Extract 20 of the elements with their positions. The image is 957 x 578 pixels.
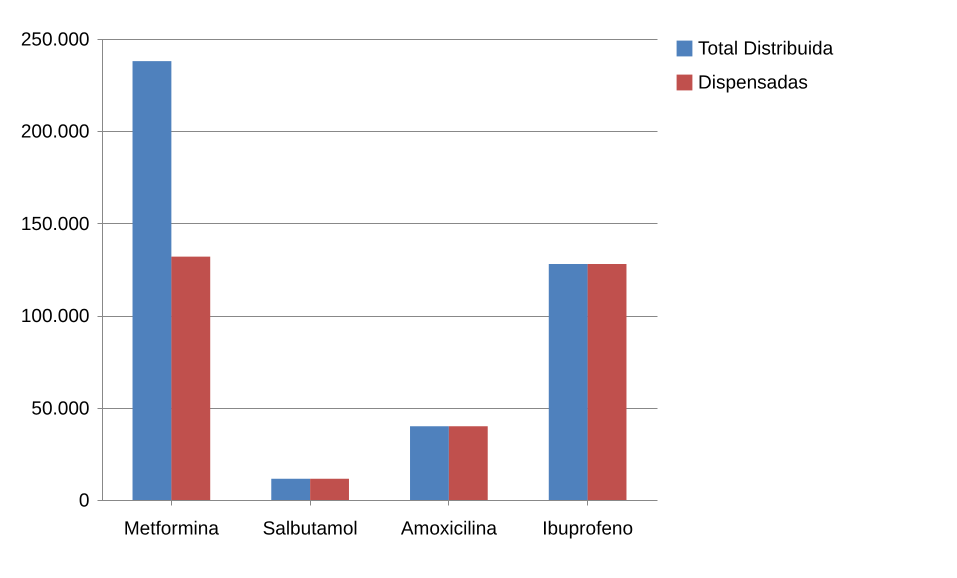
bar — [588, 264, 626, 500]
legend-label: Total Distribuida — [698, 38, 834, 60]
bar — [271, 478, 310, 500]
bar — [310, 478, 349, 500]
bar — [448, 426, 488, 500]
y-tick-label: 200.000 — [20, 122, 90, 143]
y-tick-label: 150.000 — [20, 214, 90, 235]
y-tick-label: 100.000 — [20, 306, 90, 328]
bar — [171, 256, 210, 500]
y-tick-label: 50.000 — [31, 398, 90, 420]
y-tick-label: 250.000 — [20, 30, 90, 50]
bar — [410, 426, 449, 500]
legend-label: Dispensadas — [698, 72, 808, 94]
y-tick-label: 0 — [78, 490, 90, 512]
x-tick-label: Amoxicilina — [400, 518, 498, 540]
bar — [132, 61, 172, 500]
x-tick-label: Ibuprofeno — [542, 518, 634, 540]
x-tick-label: Salbutamol — [262, 518, 358, 540]
x-tick-label: Metformina — [124, 518, 220, 540]
bar — [548, 264, 588, 500]
